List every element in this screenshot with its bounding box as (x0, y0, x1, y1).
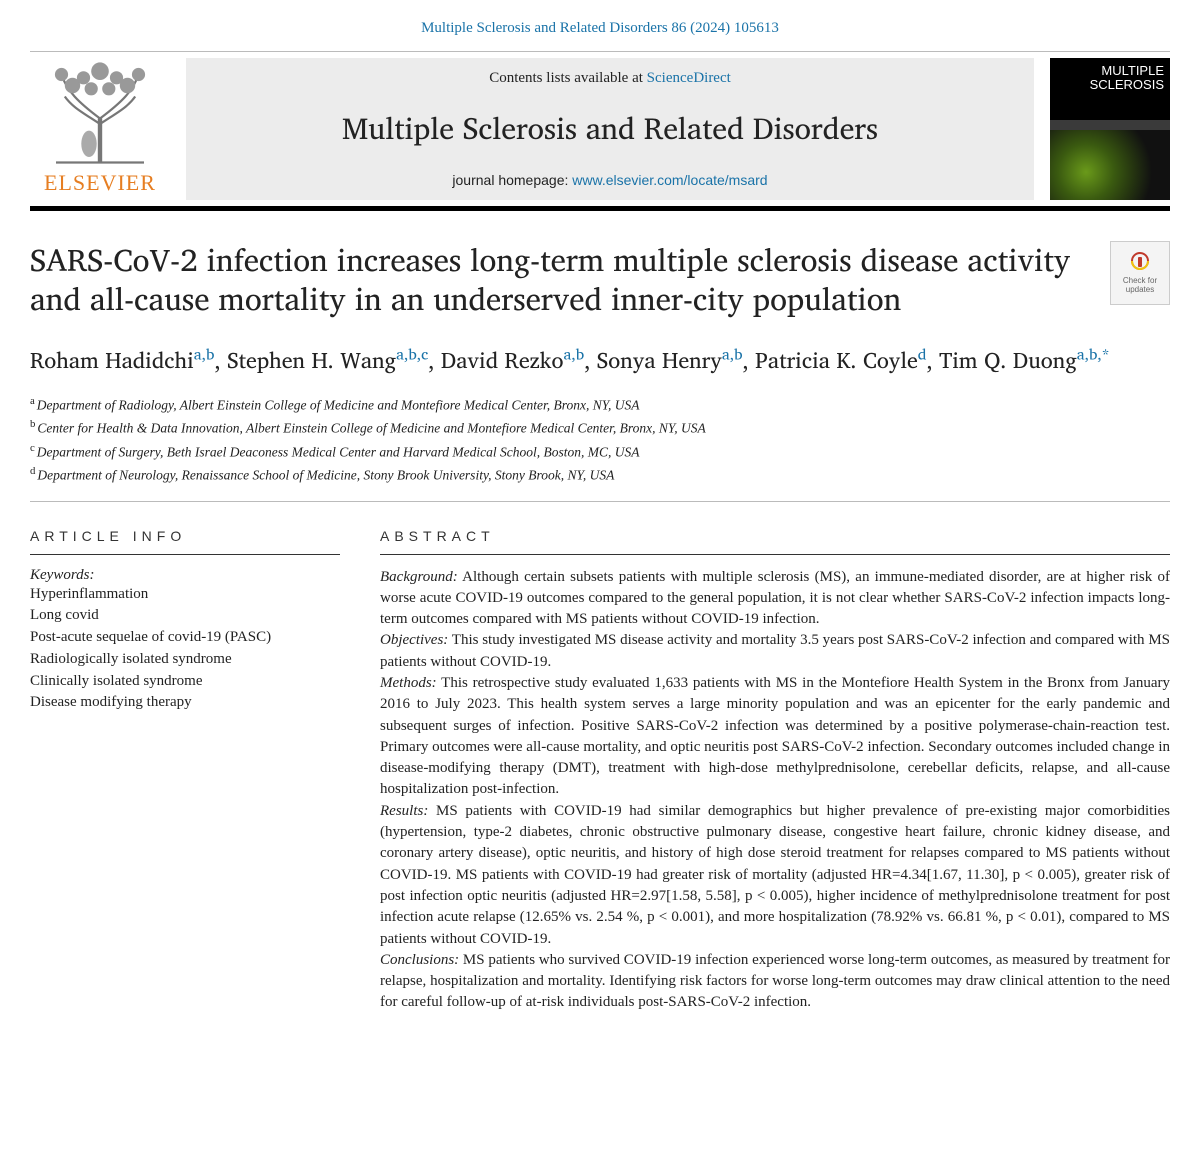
keyword: Hyperinflammation (30, 584, 340, 606)
abstract-section-body: This retrospective study evaluated 1,633… (380, 675, 1170, 797)
sciencedirect-link[interactable]: ScienceDirect (647, 70, 731, 86)
keyword: Disease modifying therapy (30, 692, 340, 714)
cover-title: MULTIPLE SCLEROSIS (1090, 64, 1164, 93)
article-info-column: ARTICLE INFO Keywords: Hyperinflammation… (30, 528, 340, 1014)
homepage-link[interactable]: www.elsevier.com/locate/msard (572, 172, 767, 188)
check-for-updates-button[interactable]: Check forupdates (1110, 241, 1170, 305)
keywords-label: Keywords: (30, 567, 340, 584)
elsevier-tree-icon (45, 58, 155, 168)
author-sup[interactable]: a,b (722, 342, 743, 367)
author: Sonya Henrya,b (597, 342, 743, 378)
keywords-list: Hyperinflammation Long covid Post-acute … (30, 584, 340, 715)
keyword: Post-acute sequelae of covid-19 (PASC) (30, 627, 340, 649)
citation-link[interactable]: Multiple Sclerosis and Related Disorders… (421, 20, 779, 36)
abstract-section-body: MS patients who survived COVID-19 infect… (380, 952, 1170, 1011)
rule-abstract (380, 554, 1170, 555)
elsevier-wordmark: ELSEVIER (44, 170, 156, 196)
rule-top (30, 51, 1170, 52)
cover-title-line1: MULTIPLE (1101, 63, 1164, 78)
elsevier-logo: ELSEVIER (30, 58, 170, 200)
affiliation: cDepartment of Surgery, Beth Israel Deac… (30, 440, 1170, 463)
keyword: Clinically isolated syndrome (30, 671, 340, 693)
affiliations: aDepartment of Radiology, Albert Einstei… (30, 393, 1170, 487)
affiliation: dDepartment of Neurology, Renaissance Sc… (30, 463, 1170, 486)
abstract-section-body: This study investigated MS disease activ… (380, 632, 1170, 669)
abstract-section-head: Background: (380, 569, 458, 585)
contents-line: Contents lists available at ScienceDirec… (202, 70, 1018, 87)
abstract-section-body: Although certain subsets patients with m… (380, 569, 1170, 628)
abstract-section-head: Conclusions: (380, 952, 459, 968)
abstract-section-body: MS patients with COVID-19 had similar de… (380, 803, 1170, 947)
abstract-section-head: Results: (380, 803, 428, 819)
cover-image (1050, 130, 1170, 200)
authors-line: Roham Hadidchia,b, Stephen H. Wanga,b,c,… (30, 343, 1170, 377)
article-title: SARS-CoV-2 infection increases long-term… (30, 241, 1090, 319)
homepage-line: journal homepage: www.elsevier.com/locat… (202, 172, 1018, 188)
journal-header: ELSEVIER Contents lists available at Sci… (30, 58, 1170, 200)
author: Patricia K. Coyled (755, 342, 926, 378)
affiliation: aDepartment of Radiology, Albert Einstei… (30, 393, 1170, 416)
homepage-prefix: journal homepage: (452, 172, 572, 188)
author: David Rezkoa,b (441, 342, 584, 378)
author-sup[interactable]: d (918, 342, 927, 367)
keyword: Long covid (30, 605, 340, 627)
author-sup[interactable]: a,b (564, 342, 585, 367)
journal-name: Multiple Sclerosis and Related Disorders (202, 104, 1018, 153)
check-line2: updates (1126, 285, 1154, 294)
abstract-section-head: Methods: (380, 675, 437, 691)
author-sup[interactable]: a,b,* (1077, 342, 1110, 367)
rule-affil (30, 501, 1170, 502)
rule-info (30, 554, 340, 555)
article-info-heading: ARTICLE INFO (30, 528, 340, 544)
affiliation: bCenter for Health & Data Innovation, Al… (30, 416, 1170, 439)
abstract-column: ABSTRACT Background: Although certain su… (380, 528, 1170, 1014)
citation-line: Multiple Sclerosis and Related Disorders… (30, 20, 1170, 37)
journal-banner: Contents lists available at ScienceDirec… (186, 58, 1034, 200)
check-line1: Check for (1123, 276, 1157, 285)
abstract-section-head: Objectives: (380, 632, 448, 648)
author-sup[interactable]: a,b,c (396, 342, 428, 367)
cover-title-line2: SCLEROSIS (1090, 77, 1164, 92)
author: Tim Q. Duonga,b,* (939, 342, 1109, 378)
author: Roham Hadidchia,b (30, 342, 214, 378)
abstract-text: Background: Although certain subsets pat… (380, 567, 1170, 1014)
abstract-heading: ABSTRACT (380, 528, 1170, 544)
author: Stephen H. Wanga,b,c (227, 342, 428, 378)
contents-prefix: Contents lists available at (489, 70, 646, 86)
rule-thick (30, 206, 1170, 211)
journal-cover: MULTIPLE SCLEROSIS (1050, 58, 1170, 200)
keyword: Radiologically isolated syndrome (30, 649, 340, 671)
author-sup[interactable]: a,b (194, 342, 215, 367)
crossmark-icon (1128, 251, 1152, 275)
